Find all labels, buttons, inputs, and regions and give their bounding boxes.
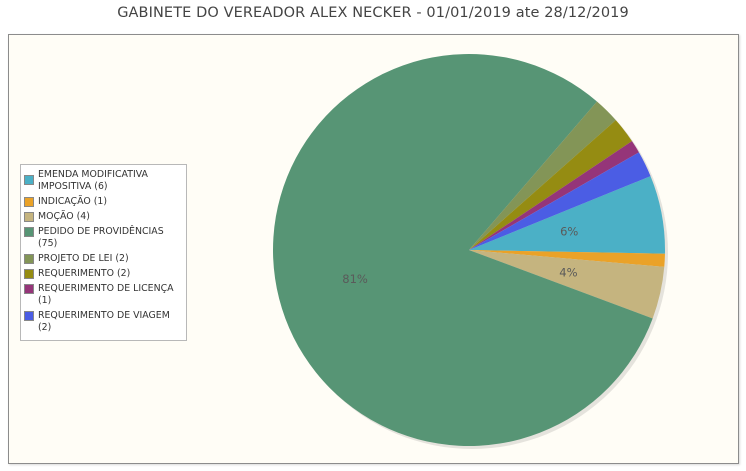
legend-item[interactable]: REQUERIMENTO DE LICENÇA (1) xyxy=(24,283,182,307)
legend: EMENDA MODIFICATIVA IMPOSITIVA (6) INDICA… xyxy=(20,164,187,341)
legend-item[interactable]: EMENDA MODIFICATIVA IMPOSITIVA (6) xyxy=(24,169,182,193)
legend-swatch xyxy=(24,227,34,237)
slice-percent-label: 4% xyxy=(559,265,577,279)
legend-label: EMENDA MODIFICATIVA IMPOSITIVA (6) xyxy=(38,169,148,192)
legend-swatch xyxy=(24,212,34,222)
chart-title: GABINETE DO VEREADOR ALEX NECKER - 01/01… xyxy=(117,5,629,21)
legend-label: REQUERIMENTO (2) xyxy=(38,268,131,279)
pie-slice-4[interactable] xyxy=(469,101,616,250)
legend-item[interactable]: MOÇÃO (4) xyxy=(24,211,182,223)
legend-label: PEDIDO DE PROVIDÊNCIAS (75) xyxy=(38,226,164,249)
legend-item[interactable]: REQUERIMENTO DE VIAGEM (2) xyxy=(24,310,182,334)
legend-swatch xyxy=(24,269,34,279)
pie-slice-0[interactable] xyxy=(469,176,665,254)
pie-slice-1[interactable] xyxy=(469,250,665,267)
legend-item[interactable]: PEDIDO DE PROVIDÊNCIAS (75) xyxy=(24,226,182,250)
slice-percent-label: 6% xyxy=(560,224,578,238)
legend-swatch xyxy=(24,175,34,185)
legend-swatch xyxy=(24,311,34,321)
legend-label: INDICAÇÃO (1) xyxy=(38,196,107,207)
legend-label: REQUERIMENTO DE VIAGEM (2) xyxy=(38,310,170,333)
legend-swatch xyxy=(24,254,34,264)
pie-slice-6[interactable] xyxy=(469,141,639,250)
legend-item[interactable]: INDICAÇÃO (1) xyxy=(24,196,182,208)
pie-slice-5[interactable] xyxy=(469,120,632,250)
legend-label: MOÇÃO (4) xyxy=(38,211,90,222)
legend-label: REQUERIMENTO DE LICENÇA (1) xyxy=(38,283,174,306)
legend-item[interactable]: REQUERIMENTO (2) xyxy=(24,268,182,280)
legend-label: PROJETO DE LEI (2) xyxy=(38,253,129,264)
legend-swatch xyxy=(24,197,34,207)
pie-slice-7[interactable] xyxy=(469,152,651,250)
pie-slice-3[interactable] xyxy=(272,54,653,446)
pie-slice-2[interactable] xyxy=(469,250,665,319)
legend-swatch xyxy=(24,284,34,294)
legend-item[interactable]: PROJETO DE LEI (2) xyxy=(24,253,182,265)
slice-percent-label: 81% xyxy=(342,272,368,286)
